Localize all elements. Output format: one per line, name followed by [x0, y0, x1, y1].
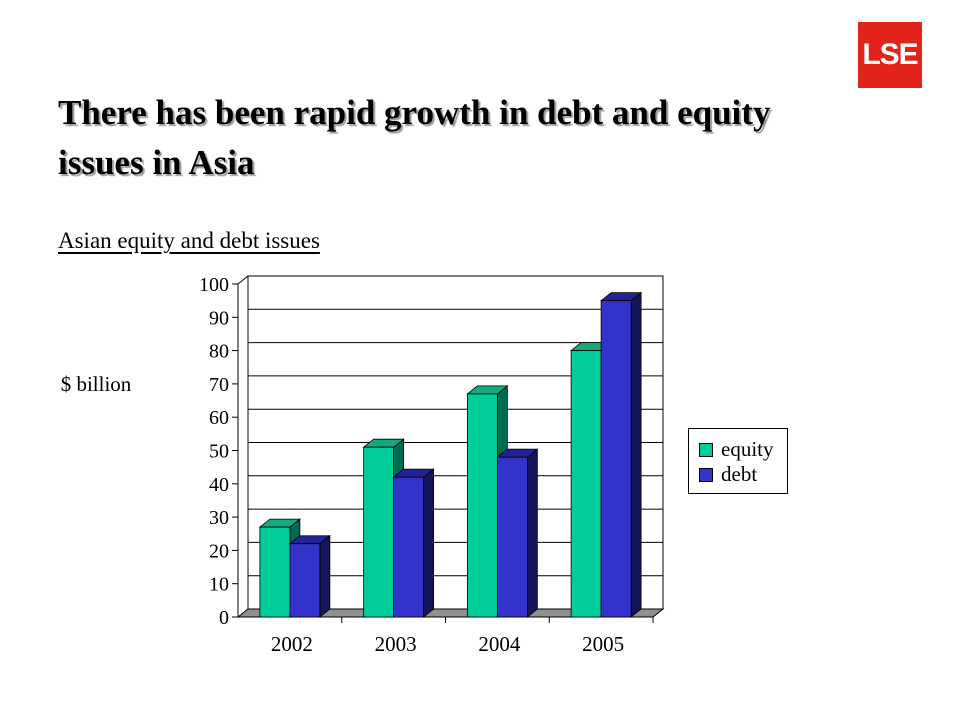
y-tick-label: 60 [209, 407, 229, 429]
y-tick-label: 50 [209, 441, 229, 463]
x-tick-label: 2002 [271, 632, 313, 656]
y-tick-label: 0 [219, 607, 229, 629]
chart-legend: equity debt [688, 428, 788, 494]
bar-equity-2005 [570, 350, 602, 618]
chart-subtitle: Asian equity and debt issues [58, 228, 320, 253]
y-tick-label: 70 [209, 374, 229, 396]
x-tick-label: 2005 [582, 632, 624, 656]
y-tick-label: 80 [209, 341, 229, 363]
lse-logo: LSE [858, 22, 922, 88]
legend-item-equity: equity [699, 437, 787, 462]
legend-swatch-equity [699, 442, 713, 457]
bar-debt-2003 [393, 476, 425, 618]
legend-swatch-debt [699, 467, 713, 482]
y-tick-label: 40 [209, 474, 229, 496]
bar-debt-2005-side [630, 291, 642, 618]
bar-debt-2005 [600, 300, 632, 618]
bar-debt-2004 [496, 456, 528, 618]
y-axis-unit-label: $ billion [60, 372, 132, 396]
bar-equity-2002 [259, 526, 291, 618]
y-tick-label: 30 [209, 507, 229, 529]
y-tick-label: 90 [209, 307, 229, 329]
x-tick-label: 2003 [375, 632, 417, 656]
bar-debt-2002-side [319, 534, 331, 618]
bar-debt-2002 [289, 543, 321, 618]
slide-title: There has been rapid growth in debt and … [58, 93, 771, 182]
y-tick-label: 100 [199, 274, 229, 296]
y-tick-label: 20 [209, 540, 229, 562]
legend-label-equity: equity [721, 437, 774, 461]
bar-debt-2004-side [526, 448, 538, 618]
plot-wall-edge [237, 275, 249, 285]
bar-equity-2004 [466, 393, 498, 618]
bar-debt-2003-side [423, 468, 435, 618]
legend-item-debt: debt [699, 462, 787, 487]
y-tick-label: 10 [209, 574, 229, 596]
x-tick-label: 2004 [478, 632, 521, 656]
legend-label-debt: debt [721, 462, 758, 486]
bar-equity-2003 [363, 446, 395, 618]
